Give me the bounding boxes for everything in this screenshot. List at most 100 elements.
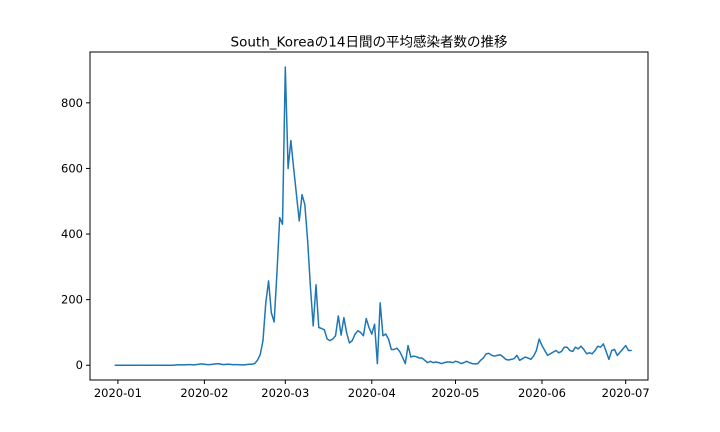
data-point	[134, 365, 135, 366]
data-point	[511, 359, 512, 360]
data-point	[603, 343, 604, 344]
data-point	[299, 220, 300, 221]
data-point	[307, 240, 308, 241]
data-point	[313, 325, 314, 326]
data-point	[547, 355, 548, 356]
data-point	[597, 346, 598, 347]
data-point	[561, 351, 562, 352]
data-point	[290, 140, 291, 141]
x-tick-label: 2020-03	[261, 386, 309, 400]
data-point	[301, 194, 302, 195]
data-point	[500, 354, 501, 355]
data-point	[497, 355, 498, 356]
data-point	[327, 338, 328, 339]
data-point	[363, 335, 364, 336]
data-point	[413, 355, 414, 356]
data-point	[170, 365, 171, 366]
data-point	[399, 351, 400, 352]
data-point	[357, 330, 358, 331]
data-point	[410, 356, 411, 357]
data-point	[536, 350, 537, 351]
data-point	[458, 361, 459, 362]
data-point	[589, 352, 590, 353]
data-point	[463, 362, 464, 363]
data-point	[274, 321, 275, 322]
data-point	[594, 350, 595, 351]
data-point	[209, 364, 210, 365]
data-point	[516, 355, 517, 356]
data-point	[181, 364, 182, 365]
x-tick-label: 2020-02	[180, 386, 228, 400]
data-point	[522, 358, 523, 359]
data-point	[452, 362, 453, 363]
data-point	[391, 349, 392, 350]
data-point	[349, 342, 350, 343]
data-point	[243, 364, 244, 365]
data-point	[628, 350, 629, 351]
data-point	[374, 324, 375, 325]
data-point	[505, 359, 506, 360]
data-point	[488, 353, 489, 354]
data-point	[223, 364, 224, 365]
x-tick-label: 2020-04	[348, 386, 396, 400]
data-point	[438, 362, 439, 363]
data-point	[472, 363, 473, 364]
data-point	[625, 345, 626, 346]
data-point	[276, 273, 277, 274]
data-point	[600, 347, 601, 348]
data-point	[148, 365, 149, 366]
data-point	[455, 361, 456, 362]
data-point	[366, 318, 367, 319]
data-point	[296, 194, 297, 195]
data-point	[151, 365, 152, 366]
data-point	[620, 352, 621, 353]
data-point	[159, 365, 160, 366]
data-point	[491, 355, 492, 356]
data-point	[282, 224, 283, 225]
data-point	[447, 361, 448, 362]
data-point	[260, 354, 261, 355]
data-point	[318, 327, 319, 328]
data-point	[115, 365, 116, 366]
data-point	[382, 335, 383, 336]
data-point	[315, 284, 316, 285]
data-point	[187, 364, 188, 365]
data-point	[173, 365, 174, 366]
data-point	[433, 362, 434, 363]
data-point	[508, 359, 509, 360]
data-point	[165, 365, 166, 366]
data-point	[346, 333, 347, 334]
data-point	[248, 364, 249, 365]
data-point	[614, 349, 615, 350]
y-tick-label: 200	[61, 293, 83, 307]
data-point	[329, 340, 330, 341]
data-point	[575, 347, 576, 348]
data-point	[310, 286, 311, 287]
data-point	[254, 363, 255, 364]
data-point	[204, 364, 205, 365]
data-point	[480, 360, 481, 361]
data-point	[586, 353, 587, 354]
data-point	[262, 340, 263, 341]
data-point	[338, 315, 339, 316]
data-point	[232, 364, 233, 365]
data-point	[622, 348, 623, 349]
data-point	[494, 355, 495, 356]
data-point	[293, 168, 294, 169]
data-point	[541, 345, 542, 346]
data-point	[483, 357, 484, 358]
data-point	[580, 346, 581, 347]
data-point	[240, 364, 241, 365]
data-point	[179, 364, 180, 365]
data-point	[553, 352, 554, 353]
data-point	[513, 358, 514, 359]
data-point	[212, 364, 213, 365]
data-point	[460, 363, 461, 364]
data-point	[335, 335, 336, 336]
data-point	[123, 365, 124, 366]
data-point	[435, 361, 436, 362]
data-point	[237, 364, 238, 365]
data-point	[332, 338, 333, 339]
